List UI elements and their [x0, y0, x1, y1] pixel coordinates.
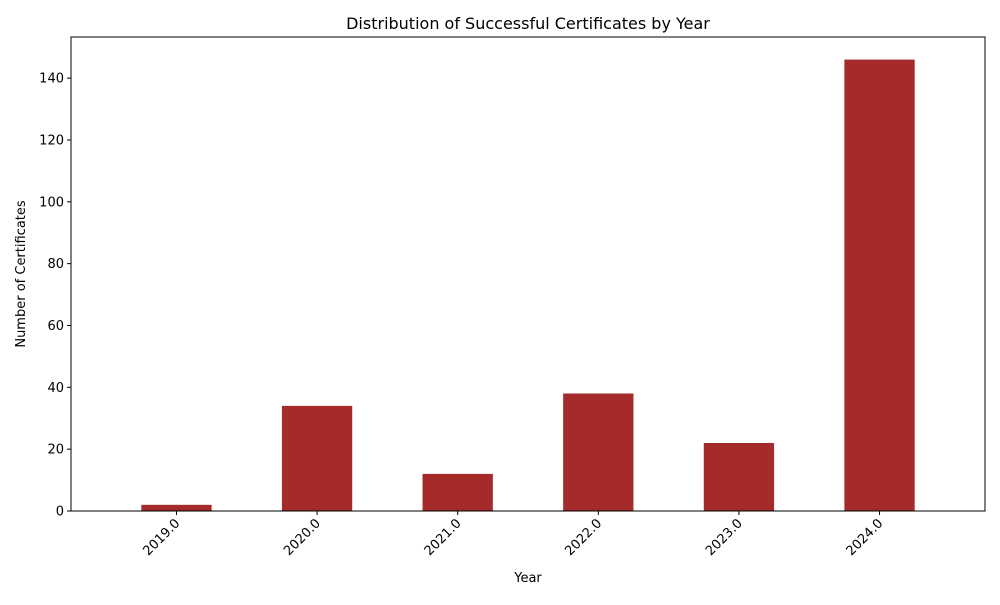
- y-tick-label: 100: [39, 195, 64, 210]
- y-tick-label: 60: [47, 319, 64, 334]
- plot-frame: [70, 36, 986, 512]
- bar-2023-0: [703, 442, 775, 511]
- y-tick-label: 140: [39, 72, 64, 87]
- y-tick-label: 0: [56, 505, 64, 520]
- y-ticks-group: 0 20 40 60 80 100 120 140: [39, 72, 71, 520]
- bar-2021-0: [422, 473, 493, 511]
- y-tick-label: 20: [47, 443, 64, 458]
- bar-2020-0: [281, 405, 353, 511]
- chart-title: Distribution of Successful Certificates …: [346, 14, 710, 33]
- bars-group: [141, 59, 915, 511]
- x-axis-label: Year: [513, 571, 542, 586]
- bar-2024-0: [844, 59, 915, 511]
- y-tick-label: 80: [47, 257, 64, 272]
- bar-2019-0: [141, 504, 212, 511]
- y-tick-label: 120: [39, 133, 64, 148]
- bar-2022-0: [563, 393, 634, 511]
- y-tick-label: 40: [47, 381, 64, 396]
- y-axis-label: Number of Certificates: [14, 200, 29, 348]
